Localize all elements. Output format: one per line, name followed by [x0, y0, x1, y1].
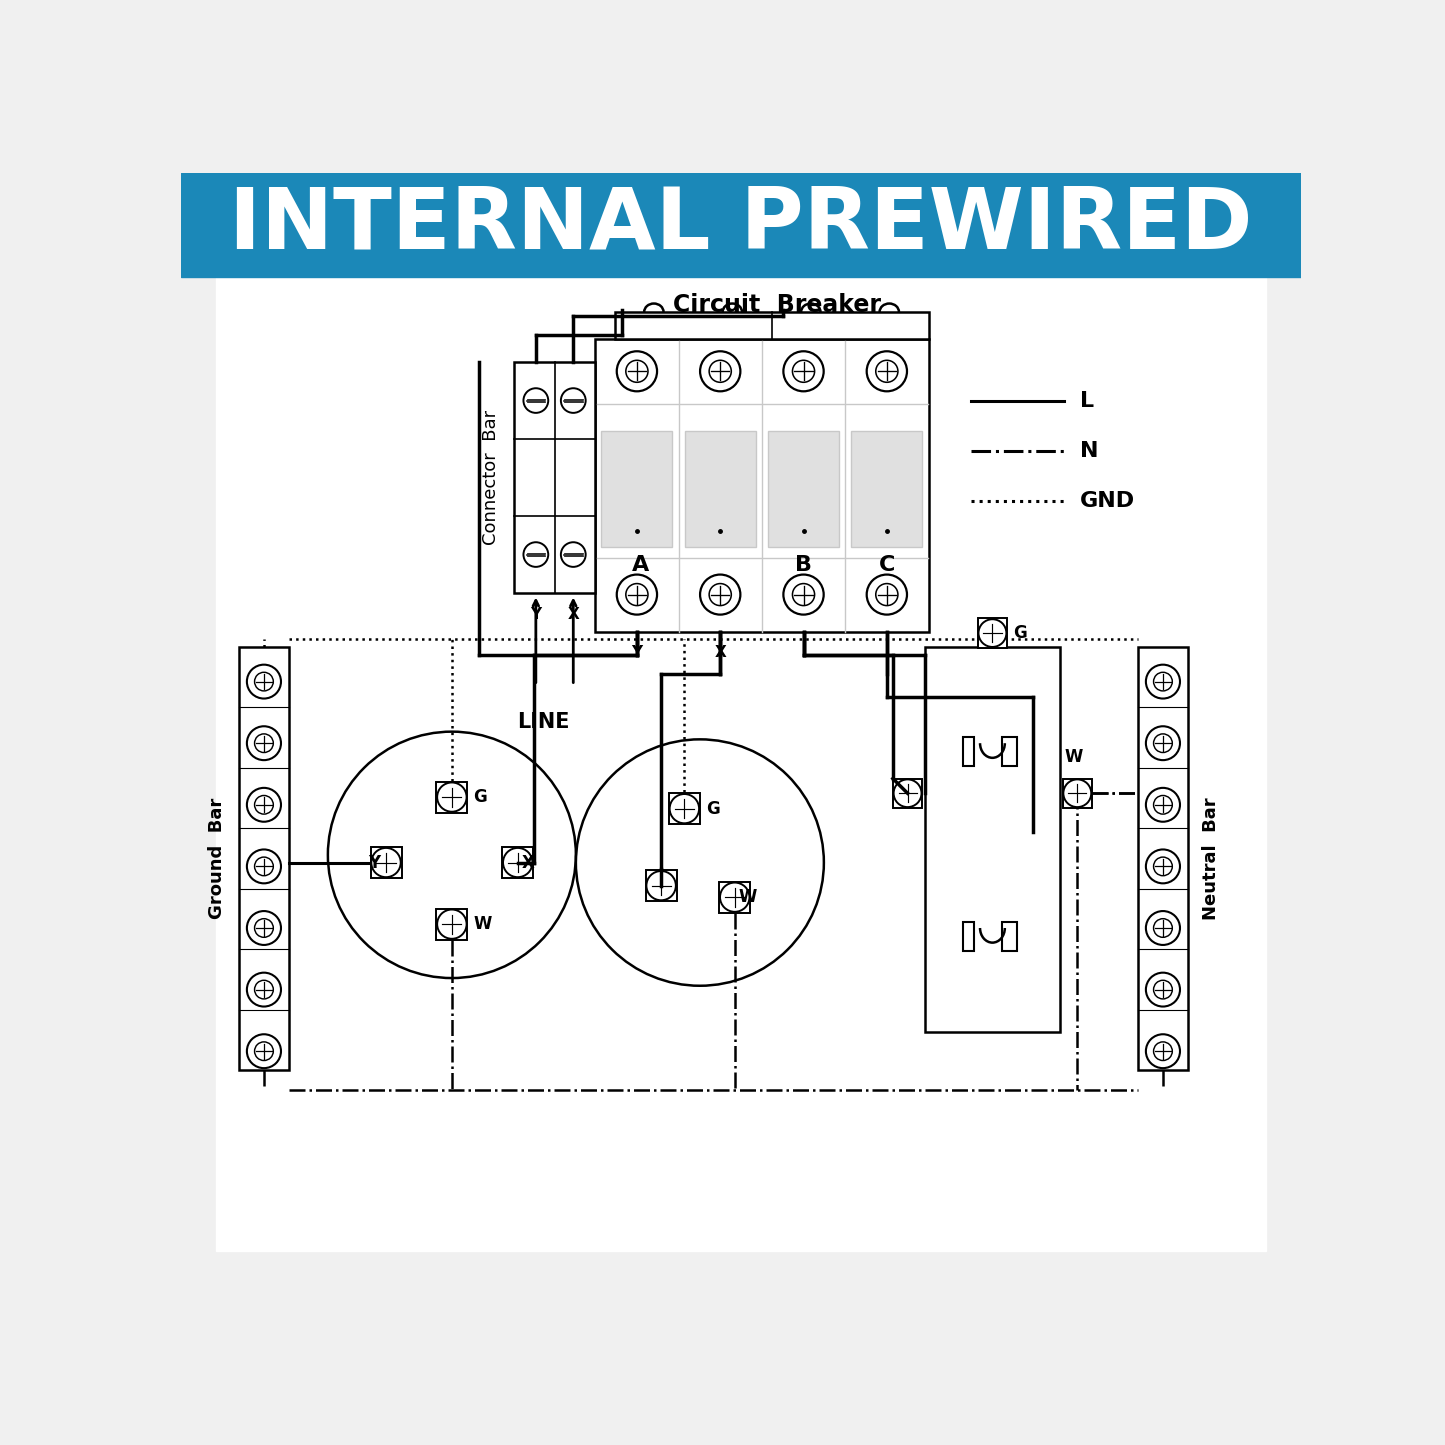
Circle shape: [247, 1035, 280, 1068]
Text: Ground  Bar: Ground Bar: [208, 798, 225, 919]
Text: X: X: [522, 854, 535, 871]
Text: Y: Y: [367, 854, 380, 871]
Text: W: W: [1064, 749, 1082, 766]
Circle shape: [247, 727, 280, 760]
Circle shape: [247, 850, 280, 883]
Circle shape: [783, 575, 824, 614]
Bar: [669, 793, 699, 824]
Bar: [1137, 647, 1188, 1071]
Text: X: X: [714, 646, 725, 660]
Bar: [436, 909, 467, 939]
Circle shape: [1146, 727, 1181, 760]
Circle shape: [867, 351, 907, 392]
Circle shape: [1146, 910, 1181, 945]
Text: N: N: [1079, 441, 1098, 461]
Circle shape: [247, 788, 280, 822]
Bar: [893, 779, 922, 808]
Text: LINE: LINE: [517, 712, 569, 733]
Text: Y: Y: [631, 646, 643, 660]
Bar: [514, 363, 595, 592]
Bar: [1001, 737, 1017, 766]
Circle shape: [1146, 665, 1181, 698]
Text: Connector  Bar: Connector Bar: [481, 410, 500, 545]
Circle shape: [867, 575, 907, 614]
Text: A: A: [631, 555, 649, 575]
Bar: [925, 647, 1061, 1032]
Text: C: C: [879, 555, 894, 575]
Circle shape: [1146, 850, 1181, 883]
Circle shape: [561, 542, 585, 566]
Circle shape: [617, 575, 657, 614]
Text: W: W: [474, 915, 491, 933]
Circle shape: [1146, 972, 1181, 1007]
Bar: [595, 340, 929, 631]
Circle shape: [1146, 788, 1181, 822]
Bar: [685, 432, 756, 546]
Text: G: G: [474, 788, 487, 806]
Bar: [962, 737, 974, 766]
Bar: [851, 432, 922, 546]
Text: W: W: [738, 889, 757, 906]
Bar: [503, 847, 533, 879]
Text: Y: Y: [530, 607, 542, 621]
Bar: [720, 881, 750, 913]
Bar: [215, 277, 1266, 1251]
Bar: [1001, 922, 1017, 951]
Bar: [1062, 779, 1092, 808]
Bar: [238, 647, 289, 1071]
Circle shape: [523, 542, 548, 566]
Text: Neutral  Bar: Neutral Bar: [1202, 798, 1221, 920]
Bar: [962, 922, 974, 951]
Bar: [181, 173, 1300, 277]
Bar: [601, 432, 672, 546]
Bar: [646, 870, 676, 902]
Text: G: G: [1013, 624, 1027, 642]
Bar: [370, 847, 402, 879]
Circle shape: [783, 351, 824, 392]
Circle shape: [561, 389, 585, 413]
Text: GND: GND: [1079, 491, 1134, 510]
Circle shape: [617, 351, 657, 392]
Text: X: X: [568, 607, 579, 621]
Circle shape: [247, 972, 280, 1007]
Circle shape: [1146, 1035, 1181, 1068]
Circle shape: [247, 665, 280, 698]
Circle shape: [523, 389, 548, 413]
Text: Circuit  Breaker: Circuit Breaker: [673, 293, 881, 318]
Circle shape: [699, 351, 740, 392]
Text: G: G: [707, 799, 720, 818]
Bar: [436, 782, 467, 812]
Circle shape: [699, 575, 740, 614]
Bar: [978, 618, 1007, 647]
Text: L: L: [1079, 390, 1094, 410]
Text: INTERNAL PREWIRED: INTERNAL PREWIRED: [228, 184, 1253, 267]
Bar: [769, 432, 840, 546]
Bar: [614, 312, 929, 340]
Circle shape: [247, 910, 280, 945]
Text: B: B: [795, 555, 812, 575]
